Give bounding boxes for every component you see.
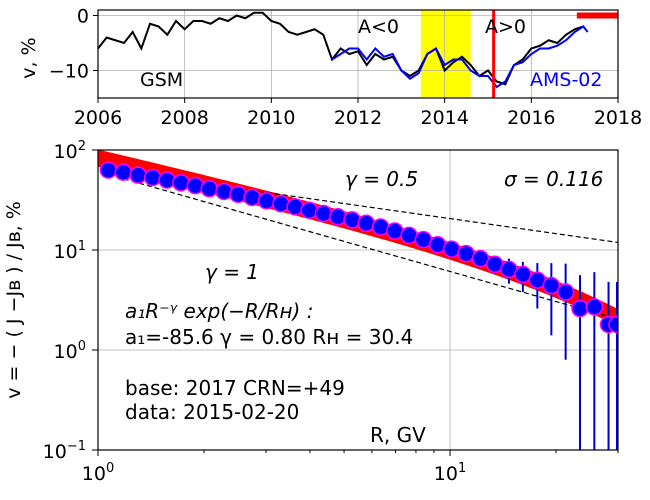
data-point bbox=[608, 315, 618, 334]
data-point bbox=[357, 214, 375, 233]
top-x-tick-label: 2006 bbox=[74, 107, 122, 129]
bottom-y-tick-label: 10−1 bbox=[43, 439, 86, 463]
ams02-series-line bbox=[331, 25, 589, 89]
top-y-tick-label: 0 bbox=[77, 6, 89, 28]
top-x-tick-label: 2008 bbox=[160, 107, 208, 129]
data-point bbox=[542, 276, 561, 295]
bottom-x-axis-label: R, GV bbox=[370, 423, 426, 447]
data-point bbox=[257, 192, 276, 210]
top-y-axis-label: v, % bbox=[18, 37, 40, 78]
ams02-label: AMS-02 bbox=[530, 69, 602, 91]
data-point bbox=[343, 211, 361, 229]
bottom-plot-area bbox=[98, 150, 618, 450]
top-x-tick-label: 2010 bbox=[247, 107, 295, 129]
top-x-tick-label: 2016 bbox=[507, 107, 555, 129]
data-point bbox=[143, 168, 162, 187]
data-point bbox=[400, 226, 418, 245]
data-point bbox=[243, 188, 261, 207]
data-point bbox=[442, 240, 461, 258]
data-point bbox=[286, 198, 304, 216]
bottom-y-tick-label: 101 bbox=[54, 239, 86, 263]
reference-line-gamma-0-5 bbox=[108, 169, 618, 244]
annotation-gamma-0-5: γ = 0.5 bbox=[345, 167, 418, 191]
bottom-x-tick-label: 101 bbox=[434, 461, 466, 485]
fit-parameters: a₁=-85.6 γ = 0.80 Rʜ = 30.4 bbox=[125, 325, 413, 349]
data-point bbox=[272, 195, 290, 213]
base-info: base: 2017 CRN=+49 bbox=[125, 376, 345, 400]
data-point bbox=[314, 204, 333, 223]
data-point bbox=[99, 161, 118, 179]
data-point bbox=[215, 182, 233, 201]
data-point bbox=[200, 179, 218, 198]
bottom-y-axis-label: v = − ( J −Jʙ ) / Jʙ, % bbox=[3, 201, 25, 399]
data-point bbox=[172, 174, 190, 192]
data-point bbox=[158, 171, 176, 189]
data-point bbox=[571, 299, 589, 318]
top-x-tick-label: 2012 bbox=[334, 107, 382, 129]
a-positive-label: A>0 bbox=[485, 16, 526, 38]
data-point bbox=[371, 218, 390, 236]
data-point bbox=[514, 265, 532, 284]
top-panel: 2006 2008 2010 2012 2014 2016 2018 0 −10 v, % GS… bbox=[18, 6, 642, 130]
data-date: data: 2015-02-20 bbox=[125, 400, 299, 424]
top-x-tick-label: 2018 bbox=[594, 107, 642, 129]
top-x-tick-label: 2014 bbox=[420, 107, 468, 129]
data-point bbox=[457, 244, 475, 263]
annotation-sigma: σ = 0.116 bbox=[504, 167, 603, 191]
fit-formula: a₁R⁻ᵞ exp(−R/Rʜ) : bbox=[125, 299, 313, 323]
a-negative-label: A<0 bbox=[358, 16, 399, 38]
data-point bbox=[229, 185, 247, 204]
gsm-label: GSM bbox=[140, 69, 183, 91]
data-point bbox=[300, 201, 318, 219]
top-y-tick-label: −10 bbox=[49, 61, 89, 83]
data-point bbox=[129, 166, 147, 184]
reference-line-gamma-1 bbox=[108, 173, 618, 320]
data-point bbox=[585, 298, 604, 316]
data-point bbox=[329, 208, 347, 226]
annotation-gamma-1: γ = 1 bbox=[205, 260, 259, 284]
data-point bbox=[114, 163, 133, 181]
data-points bbox=[99, 161, 618, 334]
top-ticks: 2006 2008 2010 2012 2014 2016 2018 0 −10 bbox=[49, 6, 642, 130]
bottom-y-tick-label: 102 bbox=[54, 139, 86, 163]
bottom-y-tick-label: 100 bbox=[54, 339, 86, 363]
bottom-x-tick-label: 100 bbox=[82, 461, 114, 485]
data-point bbox=[556, 283, 575, 301]
bottom-axes-frame bbox=[97, 149, 619, 451]
